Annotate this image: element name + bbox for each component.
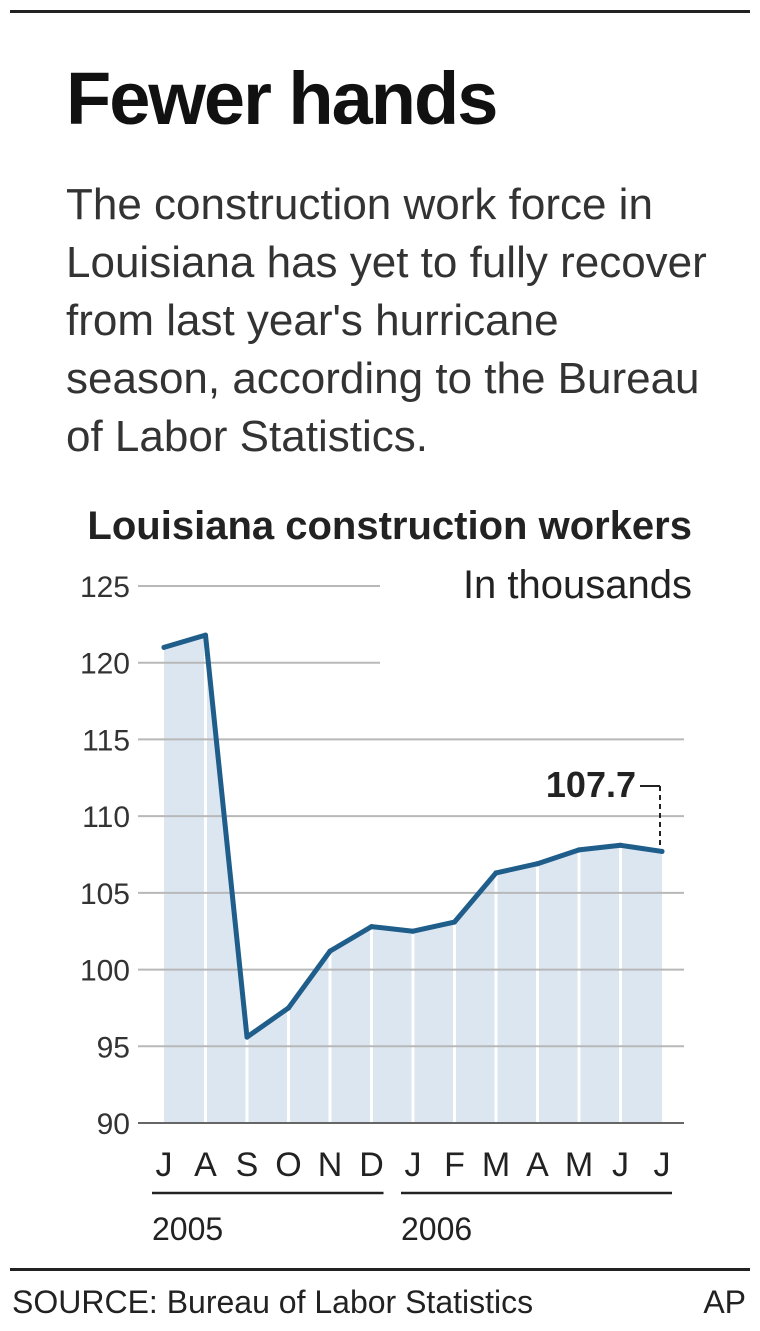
- data-point: [244, 1034, 250, 1040]
- y-tick-label: 115: [82, 724, 130, 757]
- x-tick-label: J: [612, 1146, 629, 1184]
- x-tick-label: J: [156, 1146, 173, 1184]
- source-note: SOURCE: Bureau of Labor Statistics: [12, 1284, 534, 1320]
- y-tick-label: 110: [82, 801, 130, 834]
- y-tick-label: 100: [80, 955, 130, 988]
- data-point: [659, 848, 665, 854]
- data-point: [286, 1005, 291, 1011]
- data-point: [493, 870, 499, 876]
- x-tick-label: J: [654, 1146, 671, 1184]
- x-tick-label: N: [318, 1146, 343, 1184]
- data-point: [410, 928, 416, 934]
- credit-label: AP: [703, 1284, 746, 1320]
- bottom-rule: [10, 1268, 750, 1271]
- year-label: 2005: [152, 1211, 223, 1247]
- data-point: [369, 924, 374, 930]
- chart-title: Louisiana construction workers: [87, 504, 692, 548]
- chart-title-block: Louisiana construction workers In thousa…: [87, 497, 692, 615]
- x-tick-label: A: [526, 1146, 549, 1184]
- y-tick-label: 105: [80, 878, 130, 911]
- x-tick-label: O: [275, 1146, 301, 1184]
- data-point: [327, 948, 333, 954]
- data-point: [161, 644, 167, 650]
- annotation-label: 107.7: [546, 764, 636, 805]
- y-tick-label: 120: [80, 648, 130, 681]
- data-point: [452, 919, 457, 925]
- y-tick-label: 90: [97, 1108, 130, 1141]
- x-tick-label: S: [236, 1146, 259, 1184]
- y-tick-label: 95: [97, 1031, 130, 1064]
- x-tick-label: M: [482, 1146, 510, 1184]
- x-tick-label: M: [565, 1146, 593, 1184]
- chart-subtitle: In thousands: [462, 563, 692, 607]
- data-point: [535, 861, 540, 867]
- data-point: [618, 842, 623, 848]
- headline: Fewer hands: [66, 57, 498, 140]
- year-label: 2006: [401, 1211, 472, 1247]
- data-point: [203, 632, 208, 638]
- y-tick-label: 125: [80, 571, 130, 604]
- x-tick-label: D: [359, 1146, 384, 1184]
- x-tick-label: J: [405, 1146, 422, 1184]
- data-point: [576, 847, 582, 853]
- top-rule: [10, 10, 750, 13]
- x-tick-label: A: [194, 1146, 217, 1184]
- dek-text: The construction work force in Louisiana…: [66, 180, 707, 461]
- x-tick-label: F: [444, 1146, 465, 1184]
